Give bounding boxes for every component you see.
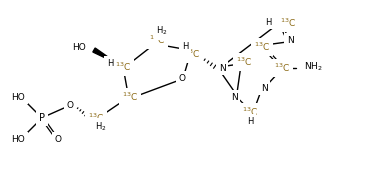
Text: $^{13}$C: $^{13}$C [280, 17, 296, 29]
Text: $^{13}$C: $^{13}$C [149, 34, 165, 46]
Text: H$_2$: H$_2$ [156, 25, 168, 37]
Text: HO: HO [72, 42, 86, 51]
Text: N: N [231, 93, 237, 101]
Text: H: H [265, 18, 272, 26]
Text: HO: HO [11, 135, 25, 143]
Text: $^{13}$C: $^{13}$C [254, 41, 270, 53]
Text: $^{13}$C: $^{13}$C [115, 61, 131, 73]
Text: H: H [107, 58, 113, 67]
Text: O: O [66, 101, 74, 110]
Text: $^{13}$C: $^{13}$C [242, 106, 258, 118]
Text: $^{13}$C: $^{13}$C [88, 112, 104, 124]
Text: P: P [39, 113, 45, 123]
Text: $^{13}$C: $^{13}$C [236, 56, 252, 68]
Text: $^{13}$C: $^{13}$C [122, 91, 138, 103]
Text: O: O [179, 73, 185, 83]
Text: N: N [261, 83, 267, 93]
Text: N: N [219, 63, 225, 73]
Text: N: N [287, 35, 293, 45]
Text: O: O [54, 135, 61, 143]
Polygon shape [93, 48, 118, 64]
Text: H: H [182, 41, 188, 51]
Text: $^{13}$C: $^{13}$C [274, 62, 290, 74]
Text: HO: HO [11, 93, 25, 101]
Text: H$_2$: H$_2$ [95, 121, 107, 133]
Text: H: H [247, 116, 253, 126]
Text: $^{13}$C: $^{13}$C [184, 48, 200, 60]
Text: NH$_2$: NH$_2$ [304, 61, 323, 73]
Text: N: N [219, 63, 225, 73]
